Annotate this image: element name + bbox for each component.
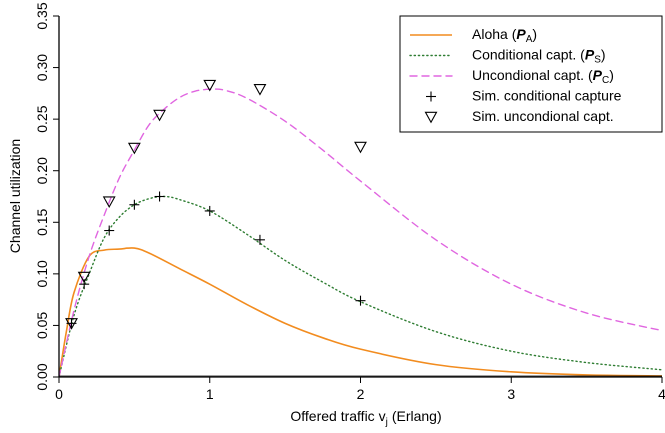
sim-conditional-point	[129, 199, 140, 210]
sim-conditional-point	[355, 295, 366, 306]
x-tick-label: 0	[55, 386, 63, 402]
legend-label-subscript: C	[602, 75, 609, 86]
legend-label-symbol: P	[593, 67, 603, 83]
sim-conditional-point	[254, 234, 265, 245]
legend-label-subscript: A	[526, 34, 533, 45]
legend-label-close: )	[609, 67, 614, 83]
legend-label-4: Sim. uncondional capt.	[472, 108, 614, 124]
x-tick-label: 2	[357, 386, 365, 402]
x-axis-title-main: Offered traffic v	[290, 408, 385, 424]
legend-label-2: Uncondional capt. (PC)	[472, 67, 614, 86]
x-tick-label: 3	[507, 386, 515, 402]
sim-unconditional-point	[253, 84, 267, 96]
y-axis-title: Channel utilization	[7, 139, 23, 253]
legend-swatch-3	[426, 91, 436, 102]
legend-label-1: Conditional capt. (PS)	[472, 47, 606, 66]
x-axis-title-unit: (Erlang)	[392, 408, 442, 424]
y-tick-label: 0.10	[34, 260, 50, 287]
x-tick-label: 1	[206, 386, 214, 402]
legend-label-text: Sim. conditional capture	[472, 88, 622, 104]
sim-unconditional-point	[127, 142, 141, 155]
legend-label-text: Sim. uncondional capt.	[472, 108, 614, 124]
x-tick-label: 4	[658, 386, 665, 402]
y-tick-label: 0.35	[34, 2, 50, 29]
legend-label-close: )	[601, 47, 606, 63]
legend-label-symbol: P	[585, 47, 595, 63]
sim-conditional-point	[154, 191, 165, 202]
y-tick-label: 0.15	[34, 208, 50, 235]
legend-label-0: Aloha (PA)	[472, 26, 537, 45]
legend-swatch-4	[424, 111, 438, 124]
y-tick-label: 0.25	[34, 105, 50, 132]
legend-label-text: Conditional capt. (	[472, 47, 585, 63]
legend-label-3: Sim. conditional capture	[472, 88, 622, 104]
legend-label-subscript: S	[594, 55, 601, 66]
y-tick-label: 0.05	[34, 312, 50, 339]
sim-unconditional-point	[102, 196, 116, 209]
sim-unconditional-point	[203, 79, 217, 92]
sim-unconditional-point	[77, 271, 91, 284]
legend-label-text: Aloha (	[472, 26, 517, 42]
plot-series	[59, 79, 662, 377]
y-tick-label: 0.00	[34, 363, 50, 390]
sim-unconditional-point	[65, 318, 78, 330]
x-axis-ticks: 0 1 2 3 4	[55, 377, 665, 402]
sim-unconditional-point	[153, 109, 166, 122]
sim-conditional-point	[204, 205, 215, 216]
x-axis-title: Offered traffic vj (Erlang)	[290, 408, 441, 428]
sim-conditional-point	[104, 225, 115, 236]
series-line-1	[59, 195, 662, 377]
sim-conditional-point	[79, 279, 90, 290]
x-axis-title-subscript: j	[385, 417, 388, 428]
series-line-2	[59, 88, 662, 377]
y-tick-label: 0.20	[34, 157, 50, 184]
legend-label-symbol: P	[516, 26, 526, 42]
sim-unconditional-point	[354, 141, 367, 154]
legend-label-text: Uncondional capt. (	[472, 67, 593, 83]
legend-label-close: )	[532, 26, 537, 42]
legend: Aloha (PA)Conditional capt. (PS)Uncondio…	[399, 15, 663, 133]
y-tick-label: 0.30	[34, 54, 50, 81]
y-axis-ticks: 0.00 0.05 0.10 0.15 0.20 0.25 0.30 0.35	[34, 2, 59, 391]
plot-area	[59, 79, 662, 377]
